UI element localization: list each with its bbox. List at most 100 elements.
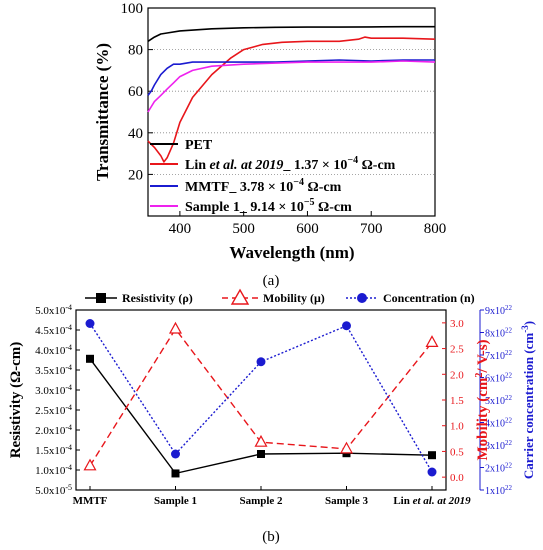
mobility-point — [425, 335, 439, 347]
legend-sample1-unit: Ω-cm — [315, 200, 353, 215]
legend-mmtf-label: MMTF_ 3.78 × 10−4 Ω-cm — [185, 177, 342, 195]
y3tick-mantissa: 4x10 — [485, 419, 505, 430]
ytick-mantissa: 3.0x10 — [35, 385, 66, 397]
xtick-category: Sample 2 — [239, 495, 283, 507]
ytick-mantissa: 5.0x10 — [35, 485, 66, 497]
plot-a-ytick-label: 40 — [128, 126, 143, 142]
plot-a-ylabel: Transmittance (%) — [93, 43, 112, 181]
plot-a-ytick-label: 60 — [128, 84, 143, 100]
plot-b-series — [83, 319, 439, 478]
plot-b-y3tick-label: 4x1022 — [485, 417, 513, 430]
legend-pet-label: PET — [185, 138, 213, 153]
ytick-exponent: -4 — [65, 343, 72, 352]
panel-a-caption: (a) — [263, 273, 280, 289]
legend-concentration-label: Concentration (n) — [383, 291, 475, 305]
plot-b-ytick-label: 4.5x10-4 — [35, 323, 72, 337]
legend-lin-name: Lin — [185, 158, 210, 173]
xtick-category: Sample 3 — [325, 495, 369, 507]
ytick-mantissa: 2.0x10 — [35, 425, 66, 437]
ytick-exponent: -4 — [65, 463, 72, 472]
plot-a-xlabel: Wavelength (nm) — [229, 243, 354, 262]
mobility-point — [254, 434, 268, 447]
plot-b-y2tick-label: 0.5 — [450, 446, 464, 458]
y2label-end: / V-s) — [475, 339, 491, 373]
plot-b-y3tick-label: 9x1022 — [485, 304, 513, 317]
ytick-mantissa: 5.0x10 — [35, 305, 66, 317]
plot-b-y2tick-label: 1.5 — [450, 395, 464, 407]
plot-b-xtick-label: MMTF — [73, 495, 108, 507]
plot-b-y2tick-label: 0.0 — [450, 472, 464, 484]
plot-b-legend: Resistivity (ρ) Mobility (μ) Concentrati… — [85, 288, 475, 305]
plot-b-ytick-label: 4.0x10-4 — [35, 343, 72, 357]
plot-b-y2tick-label: 2.0 — [450, 369, 464, 381]
legend-lin-exp: −4 — [347, 155, 358, 166]
panel-b-caption: (b) — [262, 529, 280, 545]
legend-resistivity-label: Resistivity (ρ) — [122, 291, 193, 305]
xtick-category: Lin — [393, 495, 412, 507]
concentration-point — [342, 321, 351, 331]
legend-lin-etal: et al. at 2019 — [210, 158, 284, 173]
concentration-point — [171, 449, 180, 459]
plot-a-series — [147, 25, 436, 163]
series-pet-line — [147, 25, 435, 42]
resistivity-point — [428, 451, 436, 460]
ytick-exponent: -4 — [65, 323, 72, 332]
plot-b-y2tick-label: 1.0 — [450, 421, 464, 433]
y3tick-exponent: 22 — [505, 417, 513, 425]
plot-a-ytick-label: 100 — [121, 1, 144, 17]
transmittance-chart: 20 40 60 80 100 400 500 600 700 800 Transmittance… — [93, 1, 446, 289]
y3label-main: Carrier concentration (cm — [521, 333, 536, 479]
legend-mmtf-value: MMTF_ 3.78 × 10 — [185, 180, 293, 195]
legend-sample1-value: Sample 1_ 9.14 × 10 — [185, 200, 304, 215]
plot-b-y3tick-label: 2x1022 — [485, 462, 513, 475]
ytick-mantissa: 2.5x10 — [35, 405, 66, 417]
y3tick-exponent: 22 — [505, 484, 513, 492]
plot-b-xtick-label: Sample 2 — [239, 495, 283, 507]
ytick-exponent: -4 — [65, 303, 72, 312]
plot-b-xtick-label: Lin et al. at 2019 — [393, 495, 471, 507]
ytick-exponent: -4 — [65, 443, 72, 452]
legend-lin-label: Lin et al. at 2019_ 1.37 × 10−4 Ω-cm — [185, 155, 396, 173]
series-concentration-line — [89, 323, 433, 473]
series-mmtf-line — [147, 59, 435, 96]
plot-b-xtick-label: Sample 3 — [325, 495, 369, 507]
y3tick-mantissa: 7x10 — [485, 351, 505, 362]
y3tick-mantissa: 3x10 — [485, 441, 505, 452]
ytick-mantissa: 3.5x10 — [35, 365, 66, 377]
plot-a-xtick-label: 700 — [360, 221, 383, 237]
concentration-point — [85, 319, 95, 328]
plot-b-y2tick-label: 2.5 — [450, 344, 464, 356]
legend-lin-unit: Ω-cm — [358, 158, 396, 173]
plot-a-legend: PET Lin et al. at 2019_ 1.37 × 10−4 Ω-cm… — [150, 138, 396, 215]
plot-b-ytick-label: 5.0x10-5 — [35, 483, 72, 497]
plot-b-ylabel: Resistivity (Ω-cm) — [8, 342, 24, 459]
resistivity-point — [86, 354, 94, 363]
electrical-properties-chart: Resistivity (ρ) Mobility (μ) Concentrati… — [8, 288, 536, 545]
ytick-mantissa: 4.0x10 — [35, 345, 66, 357]
plot-b-y3tick-label: 6x1022 — [485, 372, 513, 385]
resistivity-point — [171, 469, 180, 478]
legend-lin-value: _ 1.37 × 10 — [282, 158, 347, 173]
ytick-mantissa: 4.5x10 — [35, 325, 66, 337]
y3tick-exponent: 22 — [505, 327, 513, 335]
plot-b-ytick-label: 3.0x10-4 — [35, 383, 72, 397]
plot-a-xtick-label: 400 — [169, 221, 192, 237]
plot-b-ticks: 5.0x10-51.0x10-41.5x10-42.0x10-42.5x10-4… — [35, 303, 512, 507]
series-lin-line — [147, 36, 436, 163]
plot-b-y3tick-label: 7x1022 — [485, 349, 513, 362]
plot-b-xtick-label: Sample 1 — [154, 495, 197, 507]
plot-a-ticks: 20 40 60 80 100 400 500 600 700 800 — [121, 1, 447, 237]
plot-b-ytick-label: 1.0x10-4 — [35, 463, 72, 477]
legend-concentration-marker — [357, 293, 367, 303]
ytick-exponent: -4 — [65, 403, 72, 412]
plot-a-xtick-label: 600 — [296, 221, 319, 237]
y3tick-exponent: 22 — [505, 372, 513, 380]
mobility-point — [339, 441, 354, 454]
y3tick-mantissa: 1x10 — [485, 486, 505, 497]
plot-b-y2tick-label: 3.0 — [450, 318, 464, 330]
y3tick-mantissa: 2x10 — [485, 464, 505, 475]
y3tick-exponent: 22 — [505, 394, 513, 402]
y3label-end: ) — [521, 321, 536, 325]
ytick-exponent: -4 — [65, 363, 72, 372]
y3tick-mantissa: 8x10 — [485, 329, 505, 340]
